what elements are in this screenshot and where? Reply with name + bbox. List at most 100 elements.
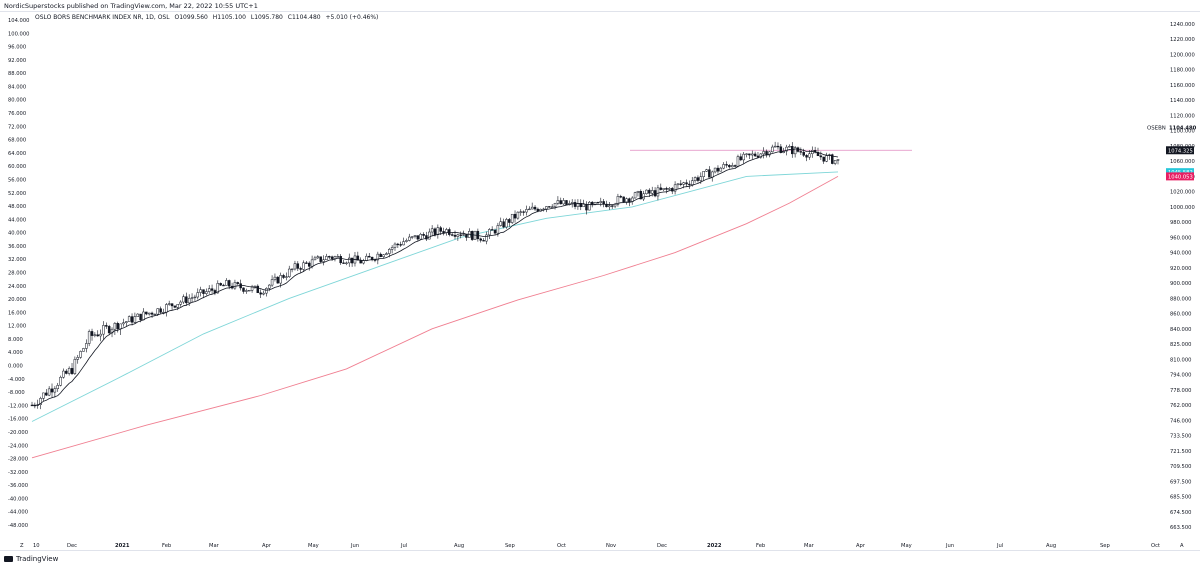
candle-body (759, 153, 763, 158)
candle-body (739, 156, 743, 161)
candle-body (376, 253, 380, 261)
candle-body (519, 211, 522, 213)
left-axis-tick: 52.000 (8, 191, 26, 197)
right-axis-tick: 1140.000 (1170, 98, 1195, 104)
candle-body (287, 268, 291, 277)
x-axis-label: 2022 (707, 543, 722, 549)
candle-body (382, 254, 385, 257)
candle-body (333, 256, 337, 259)
candle-body (290, 268, 294, 271)
candle-body (776, 145, 780, 148)
candle-body (639, 191, 643, 200)
candle-body (599, 201, 603, 203)
candle-body (482, 240, 485, 242)
candle-body (413, 235, 417, 237)
candle-body (628, 198, 631, 203)
candle-body (699, 176, 703, 181)
left-axis-tick: 0.000 (8, 364, 23, 370)
candle-body (550, 206, 554, 208)
candle-body (428, 231, 431, 240)
legend-open: O1099.560 (174, 14, 208, 21)
left-axis-tick: -16.000 (8, 417, 28, 423)
candle-body (805, 155, 808, 158)
right-axis-tick: 840.000 (1170, 327, 1191, 333)
candle-body (748, 153, 751, 156)
candle-body (316, 256, 320, 259)
candle-body (73, 359, 77, 374)
candle-body (679, 183, 683, 185)
x-axis-end-label: A (1180, 543, 1184, 549)
left-axis-tick: 28.000 (8, 271, 26, 277)
left-axis-tick: 20.000 (8, 297, 26, 303)
candle-body (173, 305, 177, 308)
candle-body (536, 208, 540, 212)
candle-body (236, 282, 240, 284)
right-axis-tick: 762.000 (1170, 403, 1191, 409)
candle-body (676, 183, 680, 186)
candle-body (462, 234, 465, 236)
candle-body (688, 183, 691, 186)
x-axis-label: 10 (33, 543, 40, 549)
left-axis-tick: 24.000 (8, 284, 26, 290)
candle-body (365, 255, 368, 261)
candle-body (319, 256, 322, 262)
candle-body (816, 152, 820, 157)
x-axis-label: Jul (996, 543, 1003, 549)
left-axis-tick: 36.000 (8, 244, 26, 250)
x-axis-label: Aug (1046, 543, 1056, 549)
candle-body (293, 263, 297, 270)
candle-body (422, 233, 425, 236)
candle-body (90, 331, 94, 336)
x-axis-label: Mar (804, 543, 815, 549)
candle-body (453, 234, 457, 237)
candle-body (708, 169, 711, 178)
candle-body (530, 206, 534, 210)
candle-body (119, 323, 122, 330)
candle-body (70, 368, 74, 374)
candle-body (496, 225, 500, 234)
candle-body (570, 202, 574, 204)
branding-label: TradingView (16, 555, 59, 563)
candle-body (396, 243, 400, 246)
candle-body (139, 313, 142, 321)
candle-body (53, 388, 57, 393)
tradingview-branding[interactable]: TradingView (4, 555, 58, 563)
candle-body (802, 152, 805, 156)
left-axis-tick: 60.000 (8, 164, 26, 170)
candle-body (768, 151, 771, 156)
candle-body (187, 298, 191, 304)
candle-body (199, 289, 202, 293)
candle-body (185, 296, 188, 304)
left-axis-tick: 56.000 (8, 177, 26, 183)
candle-body (713, 167, 717, 173)
candle-body (216, 283, 220, 294)
candle-body (622, 196, 625, 203)
candle-body (245, 290, 248, 292)
candle-body (459, 234, 462, 236)
candle-body (619, 196, 623, 198)
left-axis-tick: 80.000 (8, 98, 26, 104)
candle-body (779, 146, 783, 153)
candle-body (470, 231, 474, 240)
left-axis-tick: 100.000 (8, 31, 29, 37)
candle-body (62, 370, 65, 378)
right-axis-tick: 685.500 (1170, 495, 1191, 501)
left-axis-tick: 44.000 (8, 217, 26, 223)
candle-body (405, 240, 408, 242)
candle-body (502, 221, 505, 228)
candle-body (65, 370, 68, 374)
candle-body (825, 155, 828, 162)
x-axis-label: Feb (162, 543, 172, 549)
candle-body (265, 288, 268, 294)
candle-body (142, 311, 145, 321)
candle-body (756, 155, 760, 158)
candle-body (167, 303, 171, 305)
candle-body (488, 229, 491, 236)
right-axis-tick: 697.500 (1170, 479, 1191, 485)
candle-body (633, 192, 637, 199)
right-axis-tick: 1020.000 (1170, 190, 1195, 196)
candle-body (499, 221, 502, 226)
candle-body (93, 334, 97, 336)
